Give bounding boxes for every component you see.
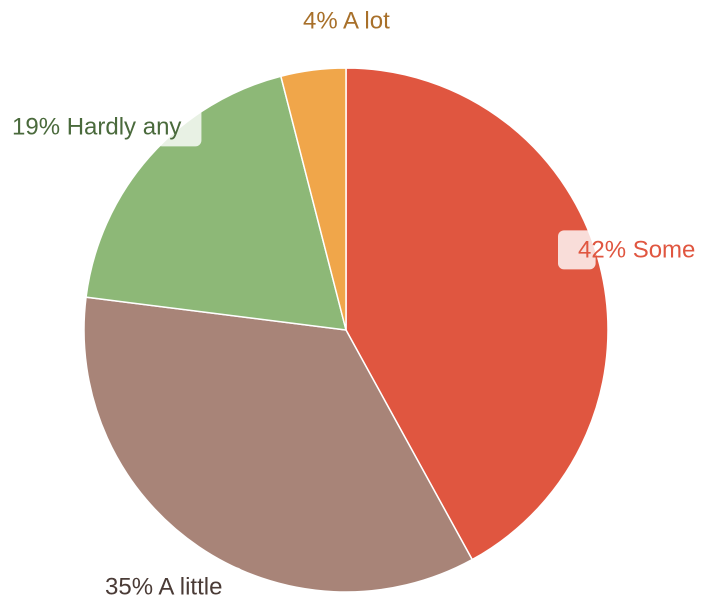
pie-slice (85, 75, 348, 331)
data-label-group: 4% A lot (303, 1, 411, 41)
data-label-group: 19% Hardly any (12, 107, 202, 147)
pie-slice (83, 296, 474, 593)
data-label-group: 42% Some (558, 230, 695, 270)
data-label: 35% A little (105, 573, 222, 600)
data-label: 4% A lot (303, 7, 390, 34)
data-label-background (156, 107, 202, 147)
data-label-background (204, 567, 243, 607)
data-label-background (558, 230, 596, 270)
data-label: 19% Hardly any (12, 113, 181, 140)
data-label-background (377, 1, 411, 41)
data-label: 42% Some (578, 236, 695, 263)
pie-slice (279, 67, 347, 331)
data-label-group: 35% A little (105, 567, 243, 607)
pie-slice (345, 67, 609, 561)
